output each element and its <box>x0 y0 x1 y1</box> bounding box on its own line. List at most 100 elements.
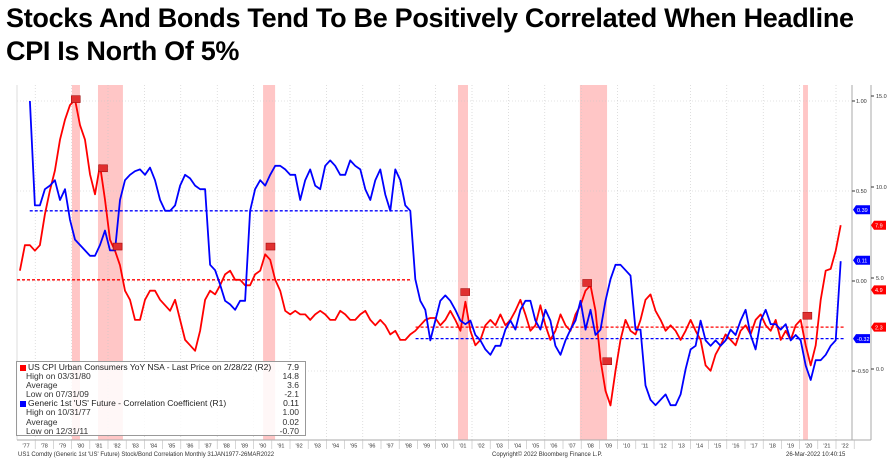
x-tick-label: '16 <box>732 444 739 450</box>
x-tick-label: '88 <box>223 444 230 450</box>
x-tick-label: '12 <box>660 444 667 450</box>
r2-tick-label: 0.0 <box>876 367 884 373</box>
recession-band <box>803 85 808 440</box>
x-tick-label: '99 <box>423 444 430 450</box>
x-tick-label: '11 <box>642 444 649 450</box>
event-marker-icon <box>602 357 612 365</box>
legend-cpi-label: US CPI Urban Consumers YoY NSA - Last Pr… <box>28 362 272 372</box>
legend-corr-label: Generic 1st 'US' Future - Correlation Co… <box>28 398 227 409</box>
tag-corr-average: 0.39 <box>857 208 868 214</box>
recession-band <box>457 85 468 440</box>
x-tick-label: '09 <box>605 444 612 450</box>
legend-corr-high-value: 1.00 <box>282 407 299 418</box>
x-tick-label: '81 <box>95 444 102 450</box>
x-tick-label: '90 <box>259 444 266 450</box>
x-tick-label: '86 <box>186 444 193 450</box>
x-tick-label: '79 <box>59 444 66 450</box>
legend-cpi-low-value: -2.1 <box>284 389 299 400</box>
tag-cpi-average-2: 2.3 <box>875 325 883 331</box>
cpi-line <box>19 98 842 407</box>
x-tick-label: '17 <box>751 444 758 450</box>
tag-cpi-last-bg <box>871 220 886 230</box>
footer-source: US1 Comdty (Generic 1st 'US' Future) Sto… <box>18 452 275 458</box>
x-tick-label: '20 <box>805 444 812 450</box>
legend-corr-high-label: High on 10/31/77 <box>26 407 91 418</box>
legend-cpi-avg-label: Average <box>26 380 58 391</box>
recession-band <box>579 85 608 440</box>
tag-cpi-last: 7.9 <box>875 223 883 229</box>
x-tick-label: '19 <box>787 444 794 450</box>
tag-cpi-average: 4.9 <box>875 288 883 294</box>
legend-cpi-low-label: Low on 07/31/09 <box>26 389 89 400</box>
x-tick-label: '08 <box>587 444 594 450</box>
event-marker-icon <box>460 288 470 296</box>
legend-cpi[interactable]: US CPI Urban Consumers YoY NSA - Last Pr… <box>17 362 305 372</box>
x-tick-label: '02 <box>478 444 485 450</box>
x-tick-label: '14 <box>696 444 703 450</box>
x-tick-label: '78 <box>41 444 48 450</box>
x-tick-label: '95 <box>350 444 357 450</box>
legend-cpi-high-value: 14.8 <box>282 371 299 382</box>
cpi-swatch-icon <box>20 364 26 371</box>
x-tick-label: '91 <box>277 444 284 450</box>
event-marker-icon <box>582 279 592 287</box>
x-tick-label: '92 <box>296 444 303 450</box>
legend-corr-avg-value: 0.02 <box>282 416 299 427</box>
tag-corr-average-2-bg <box>853 334 870 344</box>
legend-cpi-value: 7.9 <box>287 362 299 372</box>
r2-tick-label: 15.0 <box>876 94 887 100</box>
tag-corr-last: 0.11 <box>857 258 867 264</box>
x-tick-label: '77 <box>23 444 30 450</box>
legend-cpi-high-label: High on 03/31/80 <box>26 371 91 382</box>
r2-tick-label: 5.0 <box>876 276 884 282</box>
legend-corr[interactable]: Generic 1st 'US' Future - Correlation Co… <box>17 399 305 408</box>
x-tick-label: '84 <box>150 444 157 450</box>
tag-cpi-average-bg <box>871 285 886 295</box>
tag-cpi-average-2-bg <box>871 322 886 332</box>
x-tick-label: '05 <box>532 444 539 450</box>
r2-tick-label: 10.0 <box>876 185 887 191</box>
legend-corr-avg-label: Average <box>26 416 58 427</box>
x-tick-label: '93 <box>314 444 321 450</box>
x-tick-label: '83 <box>132 444 139 450</box>
tag-corr-average-bg <box>853 205 870 215</box>
event-marker-icon <box>112 242 123 251</box>
legend: US CPI Urban Consumers YoY NSA - Last Pr… <box>16 361 306 436</box>
corr-swatch-icon <box>20 400 26 407</box>
event-marker-icon <box>802 311 813 320</box>
x-tick-label: '13 <box>678 444 685 450</box>
x-tick-label: '96 <box>368 444 375 450</box>
correlation-line <box>29 100 842 407</box>
event-marker-icon <box>98 164 108 173</box>
footer-timestamp: 26-Mar-2022 10:40:15 <box>786 452 846 458</box>
legend-corr-low-label: Low on 12/31/11 <box>26 425 89 436</box>
r1-tick-label: -0.50 <box>856 369 869 375</box>
event-marker-icon <box>70 95 81 103</box>
x-tick-label: '06 <box>550 444 557 450</box>
x-tick-label: '03 <box>496 444 503 450</box>
x-tick-label: '21 <box>823 444 830 450</box>
x-tick-label: '10 <box>623 444 630 450</box>
r1-tick-label: 0.00 <box>856 279 867 285</box>
x-tick-label: '80 <box>77 444 84 450</box>
recession-band <box>71 85 80 440</box>
x-tick-label: '07 <box>569 444 576 450</box>
recession-band <box>263 85 276 440</box>
x-tick-label: '18 <box>769 444 776 450</box>
x-tick-label: '97 <box>387 444 394 450</box>
x-tick-label: '00 <box>441 444 448 450</box>
legend-corr-value: 0.11 <box>283 398 299 409</box>
x-tick-label: '89 <box>241 444 248 450</box>
chart-title: Stocks And Bonds Tend To Be Positively C… <box>6 3 854 66</box>
legend-cpi-avg-value: 3.6 <box>287 380 299 391</box>
x-tick-label: '98 <box>405 444 412 450</box>
x-tick-label: '15 <box>714 444 721 450</box>
tag-corr-average-2: -0.32 <box>857 337 870 343</box>
x-tick-label: '04 <box>514 444 521 450</box>
x-tick-label: '87 <box>205 444 212 450</box>
x-tick-label: '85 <box>168 444 175 450</box>
x-tick-label: '94 <box>332 444 339 450</box>
r1-tick-label: 1.00 <box>856 99 867 105</box>
tag-corr-last-bg <box>853 255 870 265</box>
